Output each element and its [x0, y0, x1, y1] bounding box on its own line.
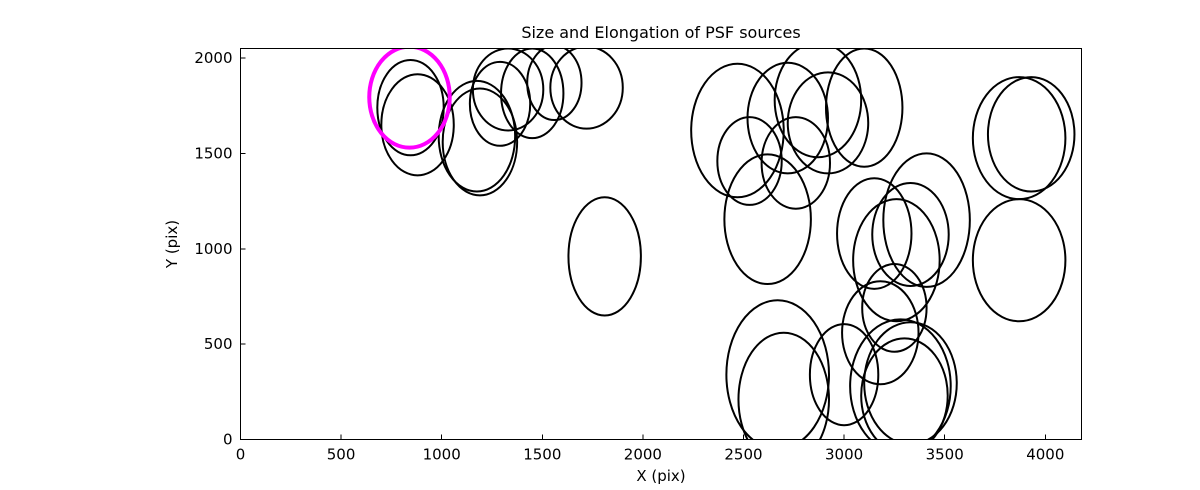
psf-source-ellipse [690, 62, 785, 199]
psf-source-ellipse [971, 198, 1067, 323]
psf-source-ellipse [723, 153, 812, 286]
x-tick-label: 4000 [1026, 446, 1064, 464]
psf-source-ellipse [871, 181, 950, 287]
psf-source-ellipse [824, 48, 904, 168]
psf-source-ellipse [716, 116, 783, 206]
psf-source-ellipse [852, 198, 941, 323]
page-title: Size and Elongation of PSF sources [521, 23, 800, 42]
psf-source-ellipse [860, 337, 949, 440]
psf-source-ellipse [841, 280, 920, 386]
psf-source-ellipse [760, 116, 831, 210]
y-tick-label: 500 [204, 335, 233, 353]
psf-source-ellipse [773, 48, 863, 159]
highlighted-psf-group [367, 48, 452, 150]
x-tick-label: 500 [327, 446, 356, 464]
psf-source-ellipse [441, 87, 519, 197]
psf-source-ellipse [986, 76, 1076, 193]
axes-border [240, 48, 1082, 440]
psf-source-ellipse [500, 48, 565, 140]
psf-source-ellipse [526, 48, 583, 122]
psf-source-ellipse [549, 48, 624, 130]
psf-source-ellipse [737, 331, 830, 440]
axes-frame [240, 48, 1082, 440]
psf-source-ellipse [836, 177, 913, 290]
psf-source-ellipse [746, 61, 829, 175]
y-axis-ticks: 0 500 1000 1500 2000 [194, 49, 246, 449]
y-tick-label: 2000 [194, 49, 232, 67]
highlighted-psf-ellipse [367, 48, 452, 150]
psf-source-ellipse [725, 299, 830, 440]
x-tick-label: 1000 [423, 446, 461, 464]
psf-source-ellipse [437, 79, 517, 193]
psf-source-ellipse [468, 60, 532, 147]
x-tick-label: 1500 [523, 446, 561, 464]
x-axis-ticks: 0 500 1000 1500 2000 2500 3000 3500 4000 [236, 434, 1064, 464]
y-tick-label: 1000 [194, 240, 232, 258]
psf-source-ellipse [861, 263, 928, 353]
y-tick-label: 0 [223, 431, 233, 449]
x-axis-title: X (pix) [636, 467, 685, 485]
y-axis-title: Y (pix) [163, 220, 181, 269]
psf-ellipse-layer [367, 48, 1076, 440]
x-tick-label: 0 [236, 446, 246, 464]
psf-source-ellipse [863, 321, 958, 440]
x-tick-label: 2000 [624, 446, 662, 464]
psf-source-ellipse [567, 196, 642, 317]
psf-source-ellipse [808, 323, 880, 427]
x-tick-label: 3000 [825, 446, 863, 464]
psf-source-ellipse [882, 152, 971, 288]
psf-source-ellipse [786, 71, 870, 175]
x-tick-label: 2500 [724, 446, 762, 464]
x-tick-label: 3500 [926, 446, 964, 464]
psf-source-ellipse [849, 318, 952, 440]
psf-source-ellipse [380, 73, 455, 177]
y-tick-label: 1500 [194, 144, 232, 162]
psf-source-group [376, 48, 1076, 440]
